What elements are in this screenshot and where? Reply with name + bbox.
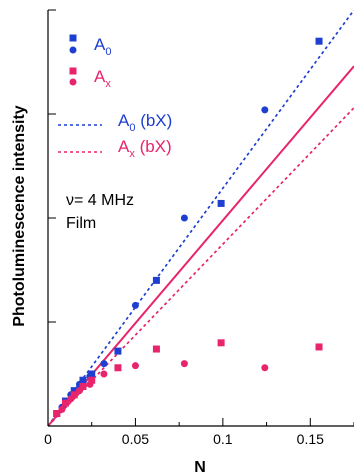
legend-marker-ax-square (69, 67, 77, 75)
point-a0-circles (131, 301, 139, 309)
point-ax-circles (131, 362, 139, 370)
point-ax-circles (58, 405, 66, 413)
legend-label-ax: Ax (94, 67, 111, 90)
point-ax-squares (217, 339, 225, 347)
point-a0-squares (70, 387, 78, 395)
point-a0-squares (114, 347, 122, 355)
point-a0-squares (217, 199, 225, 207)
point-ax-circles (75, 387, 83, 395)
point-ax-squares (53, 410, 61, 418)
legend-label-a0: A0 (94, 35, 111, 58)
line-ax-bx (48, 107, 354, 426)
x-tick-label: 0 (44, 431, 52, 447)
point-ax-circles (86, 380, 94, 388)
point-ax-squares (114, 364, 122, 372)
legend-marker-a0-circle (69, 46, 77, 54)
point-ax-squares (315, 343, 323, 351)
annotation-frequency: ν= 4 MHz (66, 192, 134, 209)
point-ax-circles (180, 360, 188, 368)
point-ax-squares (152, 345, 160, 353)
point-ax-circles (261, 364, 269, 372)
x-tick-label: 0.15 (297, 431, 324, 447)
x-tick-label: 0.1 (213, 431, 233, 447)
point-a0-squares (79, 376, 87, 384)
axis-ticks: 0 0.05 0.1 0.15 (44, 9, 354, 447)
point-ax-squares (88, 376, 96, 384)
data-points (53, 37, 323, 418)
legend: A0 Ax A0 (bX) Ax (bX) (58, 34, 172, 160)
x-tick-label: 0.05 (122, 431, 149, 447)
legend-marker-ax-circle (69, 78, 77, 86)
point-ax-squares (79, 382, 87, 390)
line-a0-bx (48, 10, 354, 426)
point-a0-squares (152, 276, 160, 284)
point-a0-circles (180, 214, 188, 222)
point-a0-squares (315, 37, 323, 45)
y-axis-title: Photoluminescence intensity (11, 105, 28, 326)
point-ax-squares (61, 399, 69, 407)
point-ax-squares (70, 391, 78, 399)
legend-label-a0-bx: A0 (bX) (118, 111, 172, 134)
annotation-sample: Film (66, 215, 96, 232)
point-a0-circles (100, 360, 108, 368)
fit-lines (48, 10, 354, 426)
point-ax-circles (67, 395, 75, 403)
point-a0-circles (261, 106, 269, 114)
line-ax-solid (48, 65, 354, 426)
point-ax-circles (100, 370, 108, 378)
x-axis-title: N (194, 459, 206, 476)
legend-marker-a0-square (69, 34, 77, 42)
legend-label-ax-bx: Ax (bX) (118, 137, 172, 160)
